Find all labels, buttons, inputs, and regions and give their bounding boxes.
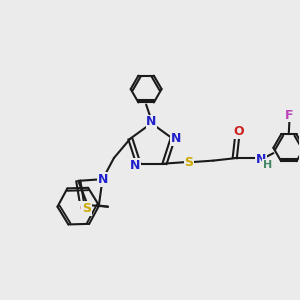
- Text: N: N: [98, 173, 108, 186]
- Text: N: N: [146, 115, 157, 128]
- Text: H: H: [263, 160, 272, 170]
- Text: S: S: [82, 202, 91, 215]
- Text: O: O: [233, 125, 244, 138]
- Text: N: N: [130, 159, 140, 172]
- Text: F: F: [285, 109, 294, 122]
- Text: S: S: [184, 156, 194, 169]
- Text: O: O: [79, 202, 89, 215]
- Text: N: N: [256, 153, 266, 166]
- Text: N: N: [171, 132, 181, 145]
